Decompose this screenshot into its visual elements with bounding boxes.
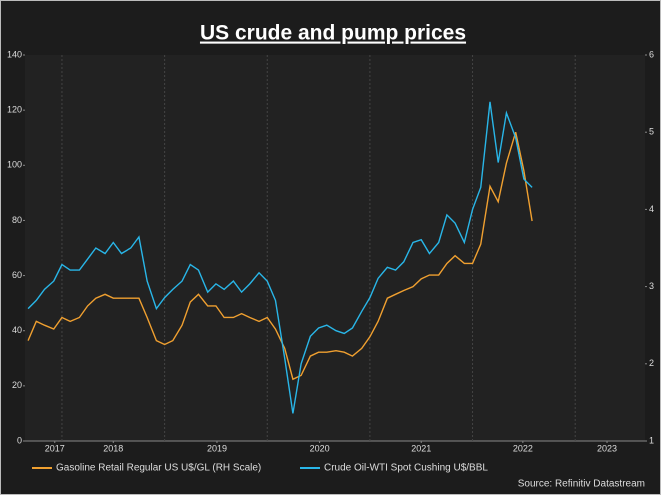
y-tick-label: 120 [7, 105, 22, 115]
y2-tick-label: 5 [649, 127, 654, 137]
x-tick-label: 2023 [597, 443, 617, 453]
x-tick-label: 2018 [103, 443, 123, 453]
x-tick-label: 2022 [513, 443, 533, 453]
y2-tick-label: 3 [649, 281, 654, 291]
legend-label: Crude Oil-WTI Spot Cushing U$/BBL [324, 463, 488, 474]
plot-area [25, 55, 645, 441]
y-tick-label: 60 [12, 270, 22, 280]
y2-tick-label: 2 [649, 358, 654, 368]
y-tick-label: 100 [7, 160, 22, 170]
x-tick-label: 2021 [411, 443, 431, 453]
series-line [27, 131, 533, 381]
chart-title: US crude and pump prices [200, 22, 466, 45]
y-tick-label: 40 [12, 325, 22, 335]
y2-tick-label: 1 [649, 435, 654, 445]
y-tick-label: 80 [12, 215, 22, 225]
y-tick-label: 20 [12, 380, 22, 390]
y2-tick-label: 4 [649, 204, 654, 214]
y-tick-label: 140 [7, 49, 22, 59]
series-line [27, 101, 533, 414]
legend-label: Gasoline Retail Regular US U$/GL (RH Sca… [56, 463, 261, 474]
y2-tick-label: 6 [649, 49, 654, 59]
x-tick-label: 2017 [45, 443, 65, 453]
x-tick-label: 2020 [310, 443, 330, 453]
x-tick-label: 2019 [207, 443, 227, 453]
source: Source: Refinitiv Datastream [518, 479, 645, 490]
y-tick-label: 0 [17, 435, 22, 445]
